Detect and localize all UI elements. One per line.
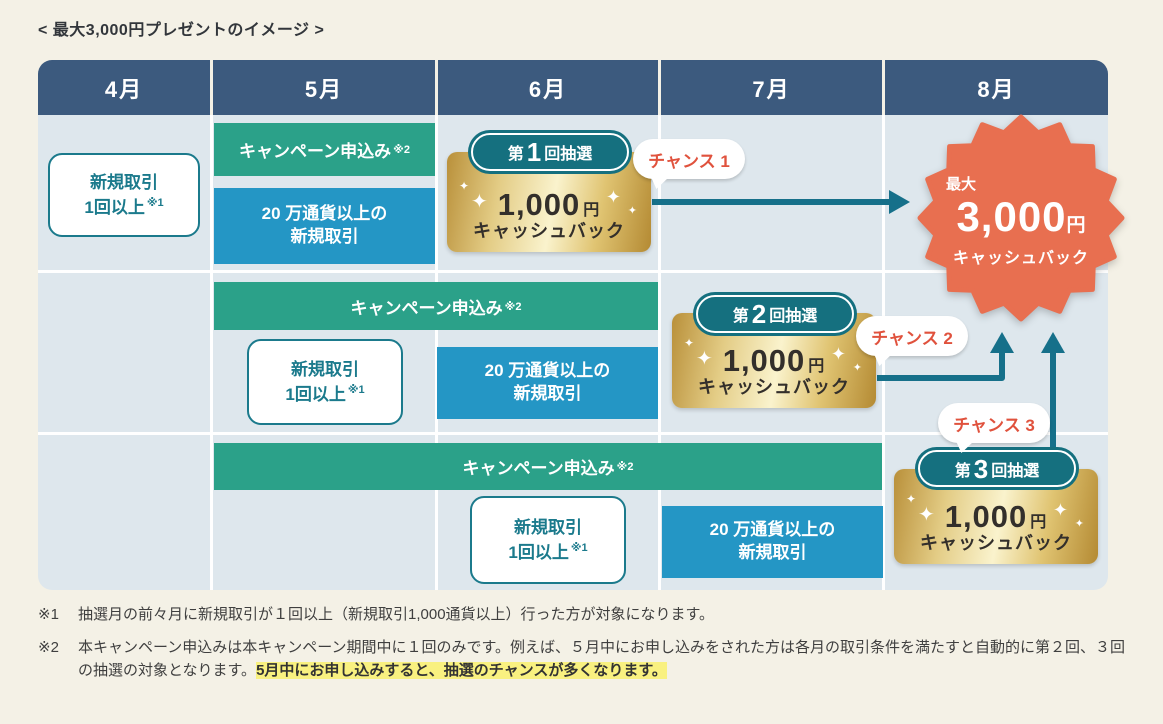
volume-bar-row3: 20 万通貨以上の 新規取引 bbox=[662, 506, 883, 578]
prize-cashback-label: キャッシュバック bbox=[952, 249, 1089, 267]
pill-suffix: 回抽選 bbox=[769, 308, 818, 325]
chance-label: チャンス 3 bbox=[953, 415, 1035, 435]
sparkle-icon: ✦ bbox=[906, 492, 917, 506]
page-title: < 最大3,000円プレゼントのイメージ > bbox=[38, 22, 325, 39]
sparkle-icon: ✦ bbox=[459, 179, 470, 193]
cashback-amount: 1,000 bbox=[497, 186, 581, 222]
sparkle-icon: ✦ bbox=[696, 348, 713, 370]
trade-condition-box-row1: 新規取引 1回以上 ※1 bbox=[48, 153, 200, 237]
footnote-ref-2: ※2 bbox=[393, 144, 410, 156]
volume-bar-row2: 20 万通貨以上の 新規取引 bbox=[437, 347, 658, 419]
footnote-ref-1: ※1 bbox=[146, 197, 164, 210]
row-divider bbox=[38, 270, 1108, 273]
pill-suffix: 回抽選 bbox=[991, 462, 1040, 480]
sparkle-icon: ✦ bbox=[830, 344, 846, 364]
pill-prefix: 第 bbox=[732, 308, 749, 325]
cashback-label: キャッシュバック bbox=[473, 220, 625, 241]
pill-number: 3 bbox=[973, 453, 989, 484]
lottery-round-pill-3: 第 3 回抽選 bbox=[918, 450, 1076, 487]
footnote-marker: ※2 bbox=[38, 639, 59, 656]
sparkle-icon: ✦ bbox=[605, 187, 621, 207]
column-divider bbox=[435, 115, 438, 590]
lottery-round-pill-2: 第 2 回抽選 bbox=[696, 295, 854, 333]
volume-line1: 20 万通貨以上の bbox=[484, 361, 611, 381]
chance-label: チャンス 2 bbox=[871, 328, 953, 348]
yen-unit: 円 bbox=[583, 201, 601, 219]
month-header-may: 5月 bbox=[213, 60, 435, 115]
footnote-marker: ※1 bbox=[38, 606, 59, 623]
prize-amount: 3,000 bbox=[956, 192, 1067, 240]
column-divider bbox=[210, 115, 213, 590]
apply-label: キャンペーン申込み bbox=[462, 459, 615, 478]
cashback-label: キャッシュバック bbox=[920, 532, 1072, 553]
pill-prefix: 第 bbox=[954, 462, 971, 480]
trade-line1: 新規取引 bbox=[90, 172, 158, 192]
max-prize-starburst: 最大 3,000円 キャッシュバック bbox=[915, 112, 1127, 324]
apply-bar-row1: キャンペーン申込み ※2 bbox=[214, 123, 435, 176]
apply-label: キャンペーン申込み bbox=[239, 142, 392, 161]
cashback-label: キャッシュバック bbox=[698, 376, 850, 397]
chance-label: チャンス 1 bbox=[648, 151, 730, 171]
footnote-ref-2: ※2 bbox=[616, 461, 634, 473]
footnote-ref-1: ※1 bbox=[570, 542, 588, 555]
sparkle-icon: ✦ bbox=[1052, 500, 1068, 520]
yen-unit: 円 bbox=[808, 357, 826, 375]
sparkle-icon: ✦ bbox=[1074, 518, 1084, 530]
footnote-1: ※1 抽選月の前々月に新規取引が１回以上（新規取引1,000通貨以上）行った方が… bbox=[38, 603, 1138, 626]
apply-label: キャンペーン申込み bbox=[350, 298, 503, 318]
footnote-highlight: 5月中にお申し込みすると、抽選のチャンスが多くなります。 bbox=[256, 662, 667, 680]
yen-unit: 円 bbox=[1030, 513, 1048, 531]
trade-line2: 1回以上 bbox=[84, 198, 145, 217]
pill-number: 2 bbox=[751, 299, 767, 329]
lottery-round-pill-1: 第 1 回抽選 bbox=[471, 133, 629, 171]
footnote-text: 本キャンペーン申込みは本キャンペーン期間中に１回のみです。例えば、５月中にお申し… bbox=[78, 639, 1126, 680]
volume-line2: 新規取引 bbox=[290, 227, 359, 246]
cashback-amount: 1,000 bbox=[944, 498, 1028, 534]
column-divider bbox=[658, 115, 661, 590]
prize-yen-unit: 円 bbox=[1066, 214, 1086, 236]
sparkle-icon: ✦ bbox=[471, 191, 488, 213]
volume-line2: 新規取引 bbox=[513, 384, 582, 403]
footnote-ref-2: ※2 bbox=[504, 300, 522, 313]
volume-line2: 新規取引 bbox=[738, 543, 807, 562]
month-header-july: 7月 bbox=[661, 60, 882, 115]
sparkle-icon: ✦ bbox=[852, 362, 862, 374]
chance-bubble-3: チャンス 3 bbox=[938, 403, 1050, 453]
apply-bar-row3: キャンペーン申込み ※2 bbox=[214, 443, 882, 490]
volume-line1: 20 万通貨以上の bbox=[709, 520, 836, 540]
pill-prefix: 第 bbox=[507, 146, 524, 163]
pill-number: 1 bbox=[526, 137, 542, 167]
month-header-april: 4月 bbox=[38, 60, 210, 115]
trade-condition-box-row3: 新規取引 1回以上 ※1 bbox=[470, 496, 626, 584]
trade-line1: 新規取引 bbox=[514, 517, 582, 537]
prize-max-label: 最大 bbox=[946, 175, 977, 193]
row-divider bbox=[38, 432, 1108, 435]
chance-bubble-2: チャンス 2 bbox=[856, 316, 968, 366]
trade-line2: 1回以上 bbox=[508, 543, 569, 562]
sparkle-icon: ✦ bbox=[627, 205, 637, 217]
sparkle-icon: ✦ bbox=[684, 336, 695, 350]
trade-line1: 新規取引 bbox=[291, 359, 359, 379]
footnote-2: ※2 本キャンペーン申込みは本キャンペーン期間中に１回のみです。例えば、５月中に… bbox=[38, 636, 1138, 683]
pill-suffix: 回抽選 bbox=[544, 146, 593, 163]
trade-line2: 1回以上 bbox=[285, 385, 346, 404]
cashback-amount: 1,000 bbox=[722, 342, 806, 378]
apply-bar-row2: キャンペーン申込み ※2 bbox=[214, 282, 658, 330]
sparkle-icon: ✦ bbox=[918, 504, 935, 526]
starburst-shape bbox=[917, 114, 1125, 322]
footnote-ref-1: ※1 bbox=[347, 384, 365, 397]
volume-line1: 20 万通貨以上の bbox=[261, 204, 388, 224]
footnote-text: 抽選月の前々月に新規取引が１回以上（新規取引1,000通貨以上）行った方が対象に… bbox=[78, 606, 715, 623]
trade-condition-box-row2: 新規取引 1回以上 ※1 bbox=[247, 339, 403, 425]
month-header-june: 6月 bbox=[438, 60, 658, 115]
month-header-august: 8月 bbox=[885, 60, 1108, 115]
volume-bar-row1: 20 万通貨以上の 新規取引 bbox=[214, 188, 435, 264]
chance-bubble-1: チャンス 1 bbox=[633, 139, 745, 189]
